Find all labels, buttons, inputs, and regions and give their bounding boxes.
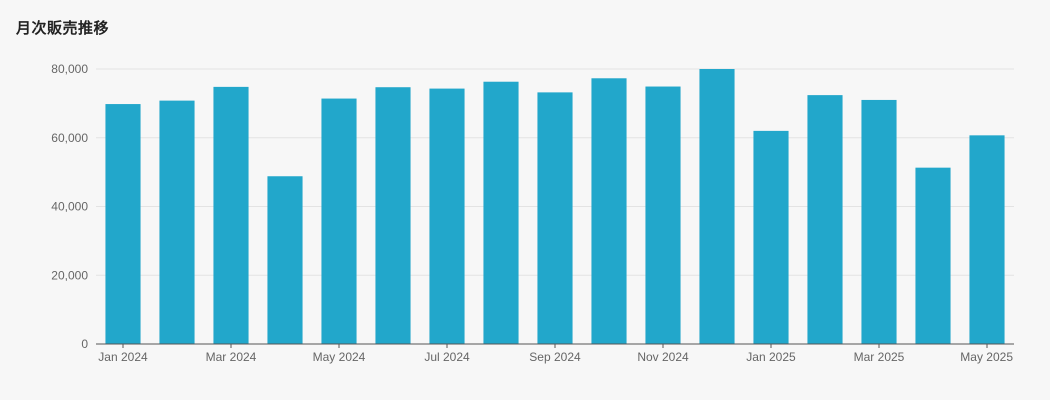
bar[interactable] [267,176,303,344]
bar[interactable] [969,135,1005,344]
bar[interactable] [105,104,141,344]
x-tick-label: May 2024 [313,350,366,364]
bar[interactable] [159,100,195,344]
bar[interactable] [915,167,951,344]
bar[interactable] [375,87,411,344]
bar[interactable] [321,98,357,344]
y-tick-label: 80,000 [51,62,88,76]
bar[interactable] [537,92,573,344]
x-tick-label: Jan 2025 [746,350,796,364]
x-tick-label: Mar 2024 [206,350,257,364]
x-tick-label: Sep 2024 [529,350,581,364]
bar[interactable] [807,95,843,344]
bar[interactable] [699,69,735,344]
bar[interactable] [591,78,627,344]
bar[interactable] [753,130,789,344]
bar[interactable] [861,99,897,344]
y-tick-label: 20,000 [51,268,88,282]
x-tick-label: Nov 2024 [637,350,689,364]
bar[interactable] [483,81,519,344]
x-tick-label: May 2025 [960,350,1013,364]
x-tick-label: Jul 2024 [424,350,470,364]
bar[interactable] [645,86,681,344]
y-tick-label: 40,000 [51,200,88,214]
x-tick-label: Jan 2024 [98,350,148,364]
y-tick-label: 0 [81,337,88,351]
chart-title: 月次販売推移 [16,19,110,37]
bar[interactable] [213,86,249,344]
x-tick-label: Mar 2025 [854,350,905,364]
y-tick-label: 60,000 [51,131,88,145]
bar[interactable] [429,88,465,344]
